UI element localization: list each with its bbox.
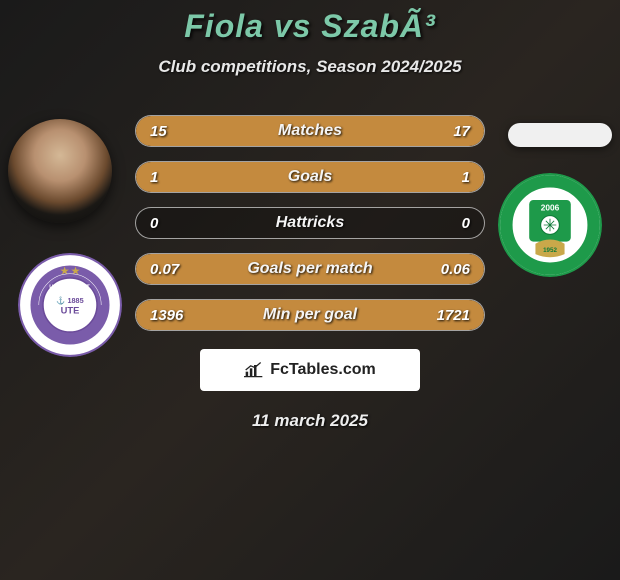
svg-text:U J P E S T: U J P E S T: [49, 284, 91, 290]
stat-value-left: 0: [150, 208, 158, 238]
stat-value-right: 1721: [437, 300, 470, 330]
stat-row: Hattricks0 0: [135, 207, 485, 239]
stat-row: Goals1 1: [135, 161, 485, 193]
player-right-avatar: [508, 123, 612, 147]
svg-text:1952: 1952: [543, 247, 557, 254]
stat-label: Min per goal: [136, 300, 484, 330]
stat-label: Hattricks: [136, 208, 484, 238]
page-title: Fiola vs SzabÃ³: [0, 8, 620, 45]
stat-label: Goals per match: [136, 254, 484, 284]
club-right-badge: 2006 1952: [498, 173, 602, 277]
player-left-avatar: [8, 119, 112, 223]
stat-label: Goals: [136, 162, 484, 192]
stat-value-right: 0: [462, 208, 470, 238]
stat-value-right: 0.06: [441, 254, 470, 284]
stat-value-right: 1: [462, 162, 470, 192]
svg-text:⚓ 1885: ⚓ 1885: [56, 296, 83, 305]
comparison-area: ★ ★ ⚓ 1885 UTE U J P E S T 2006 1952: [0, 115, 620, 431]
date-label: 11 march 2025: [0, 411, 620, 431]
subtitle: Club competitions, Season 2024/2025: [0, 57, 620, 77]
attribution-badge[interactable]: FcTables.com: [200, 349, 420, 391]
chart-icon: [244, 361, 264, 379]
stats-table: Matches15 17 Goals1 1 Hattricks0 0 Goals per m…: [135, 115, 485, 331]
club-left-badge: ★ ★ ⚓ 1885 UTE U J P E S T: [18, 253, 122, 357]
stat-row: Matches15 17: [135, 115, 485, 147]
stat-row: Min per goal1396 1721: [135, 299, 485, 331]
stat-value-left: 1: [150, 162, 158, 192]
stat-value-left: 15: [150, 116, 167, 146]
svg-text:UTE: UTE: [61, 305, 80, 315]
attribution-text: FcTables.com: [270, 361, 376, 379]
stat-value-right: 17: [453, 116, 470, 146]
svg-text:2006: 2006: [541, 202, 560, 212]
stat-value-left: 0.07: [150, 254, 179, 284]
stat-value-left: 1396: [150, 300, 183, 330]
stat-row: Goals per match0.07 0.06: [135, 253, 485, 285]
stat-label: Matches: [136, 116, 484, 146]
